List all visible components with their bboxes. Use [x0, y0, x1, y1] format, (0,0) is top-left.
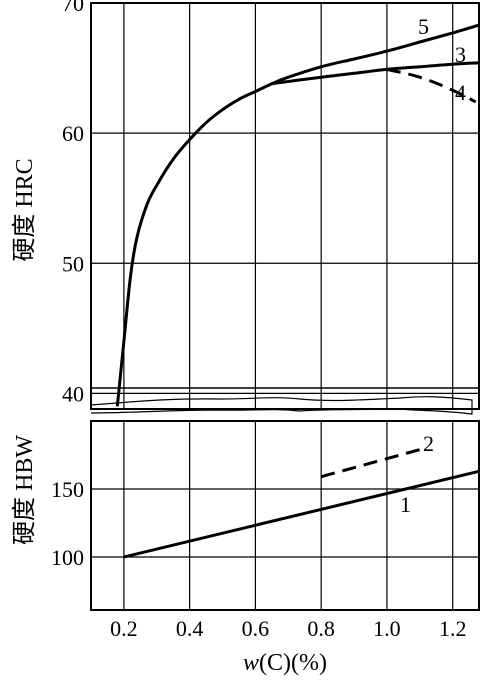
curve-label-5: 5 — [418, 14, 429, 39]
gridlines — [91, 2, 479, 610]
x-tick-label: 1.0 — [373, 616, 401, 641]
hrc-axis-title: 硬度 HRC — [11, 158, 38, 261]
hbw-panel-frame — [90, 420, 480, 611]
x-tick-label: 0.6 — [242, 616, 270, 641]
series-line-2 — [320, 448, 421, 479]
y-tick-label: 60 — [62, 121, 84, 146]
series-line-5 — [115, 23, 480, 407]
y-tick-label: 150 — [51, 477, 84, 502]
x-tick-labels: 0.2 0.4 0.6 0.8 1.0 1.2 — [110, 616, 466, 641]
axis-break-band — [90, 387, 479, 422]
data-series — [115, 23, 480, 559]
curve-label-3: 3 — [455, 42, 466, 67]
series-line-4 — [386, 67, 477, 104]
x-tick-label: 0.4 — [176, 616, 204, 641]
series-line-1 — [123, 469, 480, 559]
x-tick-label: 1.2 — [439, 616, 467, 641]
hrc-panel-frame — [90, 2, 480, 410]
x-tick-label: 0.8 — [307, 616, 335, 641]
x-tick-label: 0.2 — [110, 616, 138, 641]
curve-label-1: 1 — [400, 492, 411, 517]
y-tick-label: 70 — [62, 0, 84, 16]
y-tick-label: 100 — [51, 545, 84, 570]
y-tick-label: 40 — [62, 381, 84, 406]
x-axis-title: w(C)(%) — [243, 650, 327, 676]
y-tick-label: 50 — [62, 251, 84, 276]
curve-label-4: 4 — [455, 80, 466, 105]
y-tick-labels: 40 50 60 70 100 150 — [51, 0, 84, 570]
hbw-axis-title: 硬度 HBW — [11, 435, 38, 545]
curve-label-2: 2 — [423, 431, 434, 456]
